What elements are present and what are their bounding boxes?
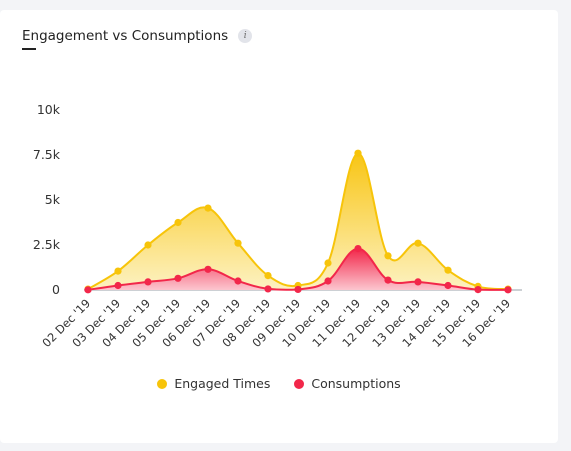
info-icon[interactable]: i <box>238 29 253 43</box>
data-point-engaged[interactable] <box>324 259 332 267</box>
data-point-consumptions[interactable] <box>84 286 92 294</box>
y-tick-label: 5k <box>45 192 61 207</box>
y-tick-label: 7.5k <box>33 147 61 162</box>
legend-label-engaged: Engaged Times <box>174 376 271 391</box>
data-point-engaged[interactable] <box>414 239 422 247</box>
chart-card <box>0 10 558 443</box>
data-point-engaged[interactable] <box>204 204 212 212</box>
title-row: Engagement vs Consumptions i <box>22 28 253 44</box>
legend-item-consumptions[interactable]: Consumptions <box>294 376 401 391</box>
legend-swatch-engaged <box>157 378 168 389</box>
data-point-consumptions[interactable] <box>114 281 122 290</box>
data-point-engaged[interactable] <box>354 149 362 157</box>
data-point-consumptions[interactable] <box>264 285 272 293</box>
data-point-consumptions[interactable] <box>504 286 512 294</box>
data-point-engaged[interactable] <box>264 272 272 280</box>
legend-item-engaged[interactable]: Engaged Times <box>157 376 270 391</box>
series-layer <box>84 149 512 294</box>
data-point-consumptions[interactable] <box>414 278 422 286</box>
data-point-engaged[interactable] <box>234 239 242 247</box>
data-point-consumptions[interactable] <box>384 276 392 284</box>
y-tick-label: 10k <box>37 102 61 117</box>
data-point-engaged[interactable] <box>144 241 152 249</box>
data-point-consumptions[interactable] <box>234 277 242 285</box>
data-point-consumptions[interactable] <box>444 281 452 290</box>
y-tick-label: 0 <box>52 282 60 297</box>
data-point-consumptions[interactable] <box>294 285 302 294</box>
data-point-consumptions[interactable] <box>144 278 152 286</box>
data-point-engaged[interactable] <box>384 252 392 260</box>
y-tick-label: 2.5k <box>33 237 61 252</box>
data-point-consumptions[interactable] <box>354 245 362 253</box>
title-underline <box>22 48 36 50</box>
series-line-engaged <box>87 152 509 291</box>
y-axis: 0 2.5k 5k 7.5k 10k <box>33 102 61 297</box>
data-point-consumptions[interactable] <box>474 286 482 294</box>
data-point-consumptions[interactable] <box>174 274 182 282</box>
series-area-consumptions <box>88 248 508 290</box>
data-point-engaged[interactable] <box>114 267 122 275</box>
data-point-consumptions[interactable] <box>204 265 212 273</box>
legend: Engaged Times Consumptions <box>0 376 558 391</box>
data-point-engaged[interactable] <box>444 266 452 274</box>
legend-swatch-consumptions <box>294 378 305 389</box>
data-point-engaged[interactable] <box>174 218 182 227</box>
chart-title: Engagement vs Consumptions <box>22 28 229 44</box>
legend-label-consumptions: Consumptions <box>311 376 401 391</box>
data-point-consumptions[interactable] <box>324 277 332 285</box>
